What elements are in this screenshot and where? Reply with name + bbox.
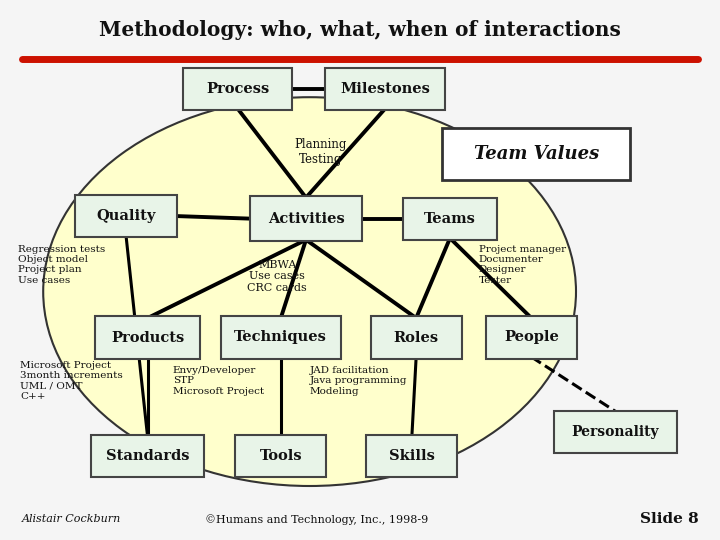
Text: Process: Process — [206, 82, 269, 96]
Text: Personality: Personality — [572, 425, 660, 439]
Text: ©Humans and Technology, Inc., 1998-9: ©Humans and Technology, Inc., 1998-9 — [205, 514, 428, 525]
Text: Alistair Cockburn: Alistair Cockburn — [22, 515, 121, 524]
FancyBboxPatch shape — [95, 316, 200, 359]
Text: Tools: Tools — [259, 449, 302, 463]
FancyBboxPatch shape — [235, 435, 326, 477]
FancyBboxPatch shape — [366, 435, 457, 477]
Text: Slide 8: Slide 8 — [639, 512, 698, 526]
Text: Activities: Activities — [268, 212, 344, 226]
FancyBboxPatch shape — [250, 196, 362, 241]
FancyBboxPatch shape — [75, 195, 177, 237]
Text: Project manager
Documenter
Designer
Tester: Project manager Documenter Designer Test… — [479, 245, 566, 285]
FancyBboxPatch shape — [403, 198, 498, 240]
Text: Microsoft Project
3month increments
UML / OMT
C++: Microsoft Project 3month increments UML … — [20, 361, 123, 401]
FancyBboxPatch shape — [371, 316, 462, 359]
Text: Quality: Quality — [96, 209, 156, 223]
Text: MBWA
Use cases
CRC cards: MBWA Use cases CRC cards — [248, 260, 307, 293]
Text: Standards: Standards — [106, 449, 189, 463]
FancyBboxPatch shape — [183, 68, 292, 110]
Text: Products: Products — [111, 330, 184, 345]
FancyBboxPatch shape — [221, 316, 341, 359]
FancyBboxPatch shape — [325, 68, 445, 110]
Text: Regression tests
Object model
Project plan
Use cases: Regression tests Object model Project pl… — [18, 245, 105, 285]
Text: Skills: Skills — [389, 449, 435, 463]
Text: Teams: Teams — [424, 212, 476, 226]
FancyBboxPatch shape — [554, 411, 677, 453]
Ellipse shape — [43, 97, 576, 486]
FancyBboxPatch shape — [91, 435, 204, 477]
Text: Methodology: who, what, when of interactions: Methodology: who, what, when of interact… — [99, 19, 621, 40]
Text: Techniques: Techniques — [235, 330, 327, 345]
Text: JAD facilitation
Java programming
Modeling: JAD facilitation Java programming Modeli… — [310, 366, 407, 396]
FancyBboxPatch shape — [486, 316, 577, 359]
Text: Planning
Testing: Planning Testing — [294, 138, 346, 166]
Text: Milestones: Milestones — [341, 82, 430, 96]
Text: People: People — [504, 330, 559, 345]
Text: Team Values: Team Values — [474, 145, 599, 163]
FancyBboxPatch shape — [442, 128, 631, 180]
Text: Roles: Roles — [394, 330, 438, 345]
Text: Envy/Developer
STP
Microsoft Project: Envy/Developer STP Microsoft Project — [173, 366, 264, 396]
